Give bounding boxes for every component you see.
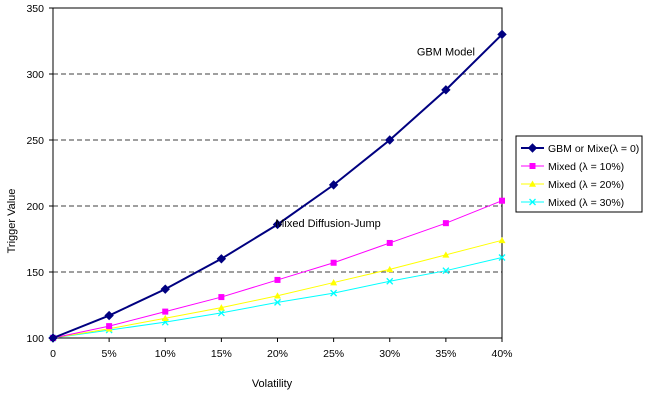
data-point-s1-8 — [499, 197, 505, 204]
x-axis-label: Volatility — [252, 378, 293, 390]
data-point-s2-4 — [274, 292, 281, 299]
data-point-s1-5 — [330, 259, 337, 266]
data-point-s2-5 — [330, 279, 338, 286]
x-tick-label-0: 0 — [50, 348, 56, 360]
annotation-1: Mixed Diffusion-Jump — [275, 218, 381, 230]
legend-items: GBM or Mixe(λ = 0) Mixed (λ = 10%) Mixed (… — [521, 143, 639, 209]
data-point-s2-2 — [161, 314, 169, 321]
data-point-s1-3 — [218, 294, 225, 301]
legend-marker-3 — [529, 198, 536, 206]
x-tick-label-2: 10% — [155, 348, 176, 360]
legend: GBM or Mixe(λ = 0) Mixed (λ = 10%) Mixed (… — [515, 135, 643, 213]
series-layer — [48, 29, 507, 343]
y-tick-label-0: 100 — [26, 333, 44, 345]
legend-marker-0 — [527, 143, 538, 153]
y-tick-label-1: 150 — [26, 267, 44, 279]
series-0 — [48, 29, 507, 343]
legend-label-2: Mixed (λ = 20%) — [548, 179, 624, 191]
data-point-s3-8 — [498, 254, 506, 261]
data-point-s0-4 — [272, 219, 283, 230]
data-point-s0-3 — [216, 254, 227, 264]
grid-lines — [53, 73, 502, 273]
data-point-s3-6-stroke-b — [386, 277, 394, 285]
legend-label-3: Mixed (λ = 30%) — [548, 197, 624, 209]
data-point-s0-0 — [48, 333, 58, 343]
data-point-s3-5 — [330, 289, 338, 297]
x-tick-label-6: 30% — [379, 348, 400, 360]
data-point-s3-3-stroke-b — [217, 309, 225, 317]
data-point-s2-3 — [217, 304, 225, 311]
x-tick-label-4: 20% — [267, 348, 288, 360]
x-tick-label-1: 5% — [102, 348, 117, 360]
data-point-s2-6 — [386, 265, 394, 273]
data-point-s2-8 — [498, 236, 506, 244]
x-tick-label-3: 15% — [211, 348, 232, 360]
data-point-s1-6 — [386, 239, 393, 246]
legend-label-1: Mixed (λ = 10%) — [548, 161, 624, 173]
data-point-s0-6 — [385, 135, 395, 145]
data-point-s3-8-stroke-b — [498, 254, 506, 261]
annotations-layer: GBM Model Mixed Diffusion-Jump — [275, 47, 475, 231]
y-axis-label: Trigger Value — [6, 189, 18, 254]
data-point-s0-2 — [160, 284, 170, 294]
data-point-s1-1 — [106, 323, 113, 330]
x-tick-label-5: 25% — [323, 348, 344, 360]
legend-marker-3-stroke-b — [529, 198, 536, 206]
legend-marker-1 — [529, 163, 536, 169]
data-point-s2-7 — [442, 251, 450, 258]
legend-label-0: GBM or Mixe(λ = 0) — [548, 143, 639, 155]
data-point-s3-4 — [274, 298, 281, 306]
data-point-s0-5 — [328, 180, 339, 190]
series-2 — [49, 236, 506, 341]
data-point-s0-8 — [497, 29, 507, 40]
y-tick-label-3: 250 — [26, 135, 44, 147]
data-point-s3-7-stroke-b — [442, 267, 450, 275]
legend-marker-2 — [529, 180, 536, 187]
data-point-s1-7 — [442, 220, 449, 227]
x-tick-label-8: 40% — [491, 348, 512, 360]
y-tick-label-2: 200 — [26, 201, 44, 213]
data-point-s3-6 — [386, 277, 394, 285]
data-point-s3-4-stroke-b — [274, 298, 281, 306]
data-point-s1-2 — [162, 308, 169, 315]
y-tick-label-4: 300 — [26, 69, 44, 81]
data-point-s3-7 — [442, 267, 450, 275]
data-point-s3-3 — [217, 309, 225, 317]
data-point-s0-1 — [104, 310, 114, 321]
y-tick-label-5: 350 — [26, 3, 44, 15]
annotation-0: GBM Model — [417, 47, 475, 59]
x-tick-label-7: 35% — [435, 348, 456, 360]
data-point-s1-4 — [274, 276, 281, 283]
axes: 100 150 200 250 300 350 0 5% 10% 15% 20% 25% 30% 35% 4… — [26, 3, 512, 360]
data-point-s0-7 — [441, 85, 451, 95]
data-point-s3-5-stroke-b — [330, 289, 338, 297]
